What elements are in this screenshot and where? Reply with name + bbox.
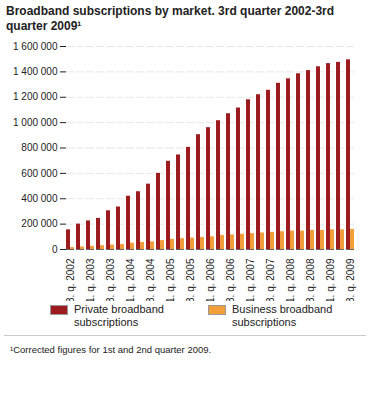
svg-text:3. q. 2002: 3. q. 2002 [65, 258, 76, 301]
svg-text:1 600 000: 1 600 000 [13, 41, 58, 52]
svg-text:1 400 000: 1 400 000 [13, 66, 58, 77]
svg-text:3. q. 2005: 3. q. 2005 [185, 258, 196, 301]
svg-text:1. q. 2009: 1. q. 2009 [325, 258, 336, 301]
html-text:Business broadband subscriptio: Business broadband subscriptions [232, 303, 333, 328]
svg-text:1. q. 2005: 1. q. 2005 [165, 258, 176, 301]
html-text:Private broadband subscription: Private broadband subscriptions [74, 303, 164, 328]
svg-text:1. q. 2007: 1. q. 2007 [245, 258, 256, 301]
svg-text:3. q. 2008: 3. q. 2008 [305, 258, 316, 301]
svg-text:3. q. 2007: 3. q. 2007 [265, 258, 276, 301]
svg-text:1. q. 2004: 1. q. 2004 [125, 258, 136, 301]
html-text:¹Corrected figures for 1st and: ¹Corrected figures for 1st and 2nd quart… [10, 344, 212, 355]
svg-text:3. q. 2006: 3. q. 2006 [225, 258, 236, 301]
svg-text:1. q. 2006: 1. q. 2006 [205, 258, 216, 301]
svg-text:3. q. 2009: 3. q. 2009 [345, 258, 356, 301]
svg-text:400 000: 400 000 [21, 193, 58, 204]
svg-text:800 000: 800 000 [21, 142, 58, 153]
svg-text:600 000: 600 000 [21, 168, 58, 179]
svg-text:1 000 000: 1 000 000 [13, 117, 58, 128]
svg-text:1. q. 2003: 1. q. 2003 [85, 258, 96, 301]
html-text:Broadband subscriptions by mar: Broadband subscriptions by market. 3rd q… [6, 4, 335, 33]
svg-text:3. q. 2003: 3. q. 2003 [105, 258, 116, 301]
svg-text:1. q. 2008: 1. q. 2008 [285, 258, 296, 301]
svg-text:200 000: 200 000 [21, 218, 58, 229]
svg-text:3. q. 2004: 3. q. 2004 [145, 258, 156, 301]
svg-text:0: 0 [52, 244, 58, 255]
svg-text:1 200 000: 1 200 000 [13, 91, 58, 102]
